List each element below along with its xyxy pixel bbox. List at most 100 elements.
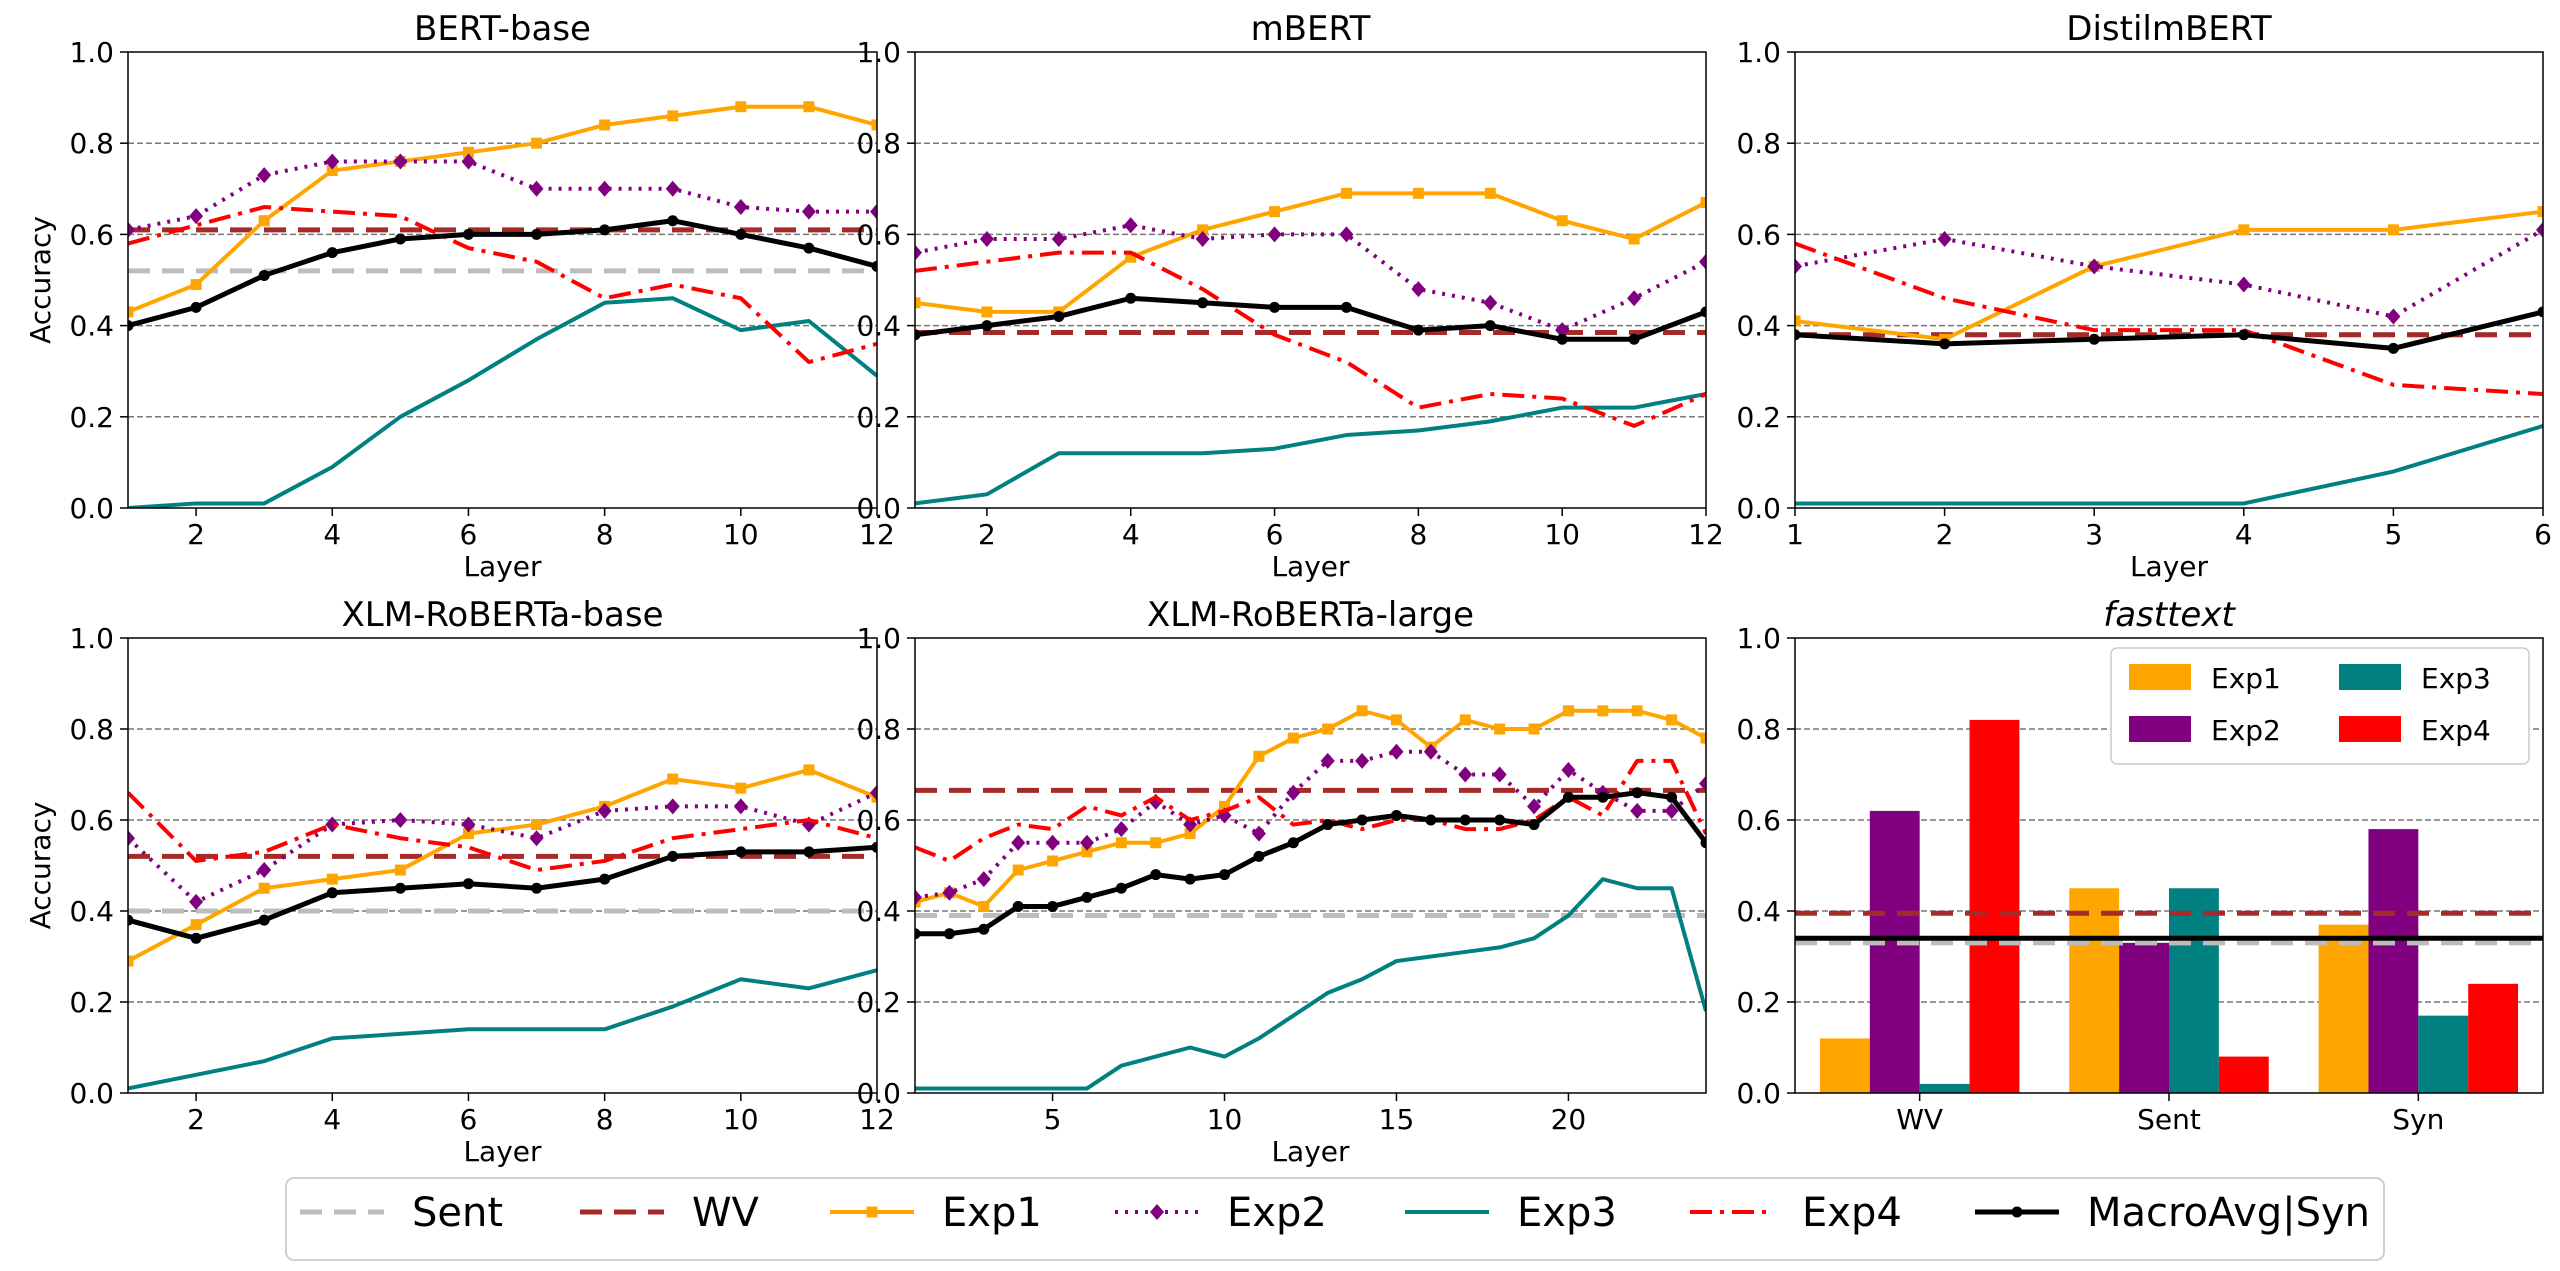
y-tick-label: 1.0 xyxy=(1736,622,1781,655)
data-point-macroavg xyxy=(1700,306,1706,318)
y-axis-label: Accuracy xyxy=(24,802,57,930)
bar-exp4 xyxy=(2218,1056,2269,1093)
data-point-exp1 xyxy=(1269,206,1281,218)
data-point-macroavg xyxy=(1125,292,1137,304)
data-point-macroavg xyxy=(1390,809,1402,821)
data-point-exp2 xyxy=(915,244,922,261)
x-tick-label: 10 xyxy=(1544,518,1580,551)
data-point-macroavg xyxy=(1700,837,1706,849)
x-tick-label: 10 xyxy=(723,1103,759,1136)
chart-panel-4: 0.0 0.2 0.4 0.6 0.8 1.0 XLM-RoBERTa-base Accura… xyxy=(24,595,895,1168)
data-point-exp1 xyxy=(1631,705,1643,717)
data-point-macroavg xyxy=(1287,837,1299,849)
data-point-exp1 xyxy=(1390,714,1402,726)
y-tick-label: 0.2 xyxy=(1736,986,1781,1019)
data-point-macroavg xyxy=(1459,814,1471,826)
data-point-exp1 xyxy=(128,306,134,318)
data-point-exp2 xyxy=(1114,821,1129,838)
data-point-exp1 xyxy=(1150,837,1162,849)
series-line-exp3 xyxy=(915,877,1706,1091)
y-tick-label: 1.0 xyxy=(69,622,114,655)
y-tick-label: 0.0 xyxy=(69,492,114,525)
data-point-exp2 xyxy=(257,167,272,184)
data-point-exp1 xyxy=(1184,828,1196,840)
data-point-exp2 xyxy=(1389,743,1404,760)
data-point-macroavg xyxy=(1322,819,1334,831)
x-tick-label: 4 xyxy=(323,1103,341,1136)
legend-marker-exp1 xyxy=(866,1206,878,1218)
data-point-exp2 xyxy=(128,221,135,238)
data-point-exp2 xyxy=(393,812,408,828)
series-line-exp2 xyxy=(1795,228,2543,319)
series-line-exp3 xyxy=(128,296,877,508)
data-point-exp2 xyxy=(1411,281,1426,298)
data-point-macroavg xyxy=(1666,791,1678,803)
data-point-macroavg xyxy=(2088,333,2100,345)
data-point-macroavg xyxy=(1628,333,1640,345)
data-point-macroavg xyxy=(871,841,877,853)
plot-frame xyxy=(1794,51,2544,509)
data-point-macroavg xyxy=(1631,787,1643,799)
main-legend-frame xyxy=(285,1177,2385,1261)
data-point-macroavg xyxy=(258,269,270,281)
y-tick-label: 0.6 xyxy=(1736,218,1781,251)
data-point-exp1 xyxy=(2537,206,2543,218)
data-point-exp2 xyxy=(2087,258,2102,275)
data-point-macroavg xyxy=(462,878,474,890)
y-tick-label: 0.6 xyxy=(69,804,114,837)
x-tick-label: Syn xyxy=(2392,1103,2444,1136)
y-tick-label: 0.4 xyxy=(69,310,114,343)
data-point-macroavg xyxy=(258,914,270,926)
data-point-exp2 xyxy=(1011,834,1026,851)
legend-label-exp3: Exp3 xyxy=(1517,1190,1617,1236)
x-axis-label: Layer xyxy=(1271,550,1350,583)
data-point-macroavg xyxy=(128,914,134,926)
data-point-exp2 xyxy=(976,871,991,888)
data-point-exp2 xyxy=(529,830,544,847)
data-point-exp1 xyxy=(1197,224,1209,236)
data-point-exp1 xyxy=(735,782,747,794)
y-tick-label: 1.0 xyxy=(1736,36,1781,69)
chart-panel-3: 0.0 0.2 0.4 0.6 0.8 1.0 DistilmBERT 1 2 3 4 5 6 Layer xyxy=(1736,9,2551,583)
series-line-macroavg xyxy=(128,844,877,941)
data-point-exp2 xyxy=(1123,217,1138,234)
data-point-exp2 xyxy=(1937,230,1952,247)
data-point-exp1 xyxy=(258,882,270,894)
data-point-macroavg xyxy=(1795,329,1801,341)
y-tick-label: 0.6 xyxy=(856,804,901,837)
data-point-exp2 xyxy=(1051,230,1066,247)
legend-label-wv: WV xyxy=(692,1190,760,1236)
chart-title: XLM-RoBERTa-base xyxy=(342,595,664,635)
data-point-exp1 xyxy=(531,137,543,149)
series-line-exp2 xyxy=(128,159,877,232)
plot-area xyxy=(915,705,1706,1091)
x-tick-label: 5 xyxy=(2384,518,2402,551)
main-legend: Sent WV Exp1 Exp2 Exp3 Exp4 MacroAvg|Syn xyxy=(285,1177,2385,1261)
data-point-exp2 xyxy=(942,884,957,901)
chart-title: XLM-RoBERTa-large xyxy=(1147,595,1474,635)
y-tick-label: 0.4 xyxy=(1736,895,1781,928)
data-point-exp2 xyxy=(461,153,476,170)
data-point-macroavg xyxy=(462,228,474,240)
data-point-macroavg xyxy=(915,329,921,341)
x-tick-label: 2 xyxy=(187,1103,205,1136)
data-point-exp1 xyxy=(2238,224,2250,236)
data-point-macroavg xyxy=(128,320,134,332)
x-tick-label: 5 xyxy=(1044,1103,1062,1136)
x-tick-label: 8 xyxy=(596,1103,614,1136)
bar-exp4 xyxy=(2468,983,2519,1093)
plot-frame xyxy=(914,51,1707,509)
data-point-exp1 xyxy=(1666,714,1678,726)
y-tick-label: 0.0 xyxy=(69,1077,114,1110)
data-point-exp1 xyxy=(1528,723,1540,735)
data-point-exp1 xyxy=(1356,705,1368,717)
legend-swatch-exp3 xyxy=(2339,664,2401,690)
data-point-exp2 xyxy=(870,784,877,801)
y-tick-label: 0.8 xyxy=(69,713,114,746)
data-point-exp2 xyxy=(1699,253,1706,270)
y-tick-label: 0.8 xyxy=(856,713,901,746)
chart-title: DistilmBERT xyxy=(2066,9,2272,49)
x-tick-label: 6 xyxy=(1266,518,1284,551)
